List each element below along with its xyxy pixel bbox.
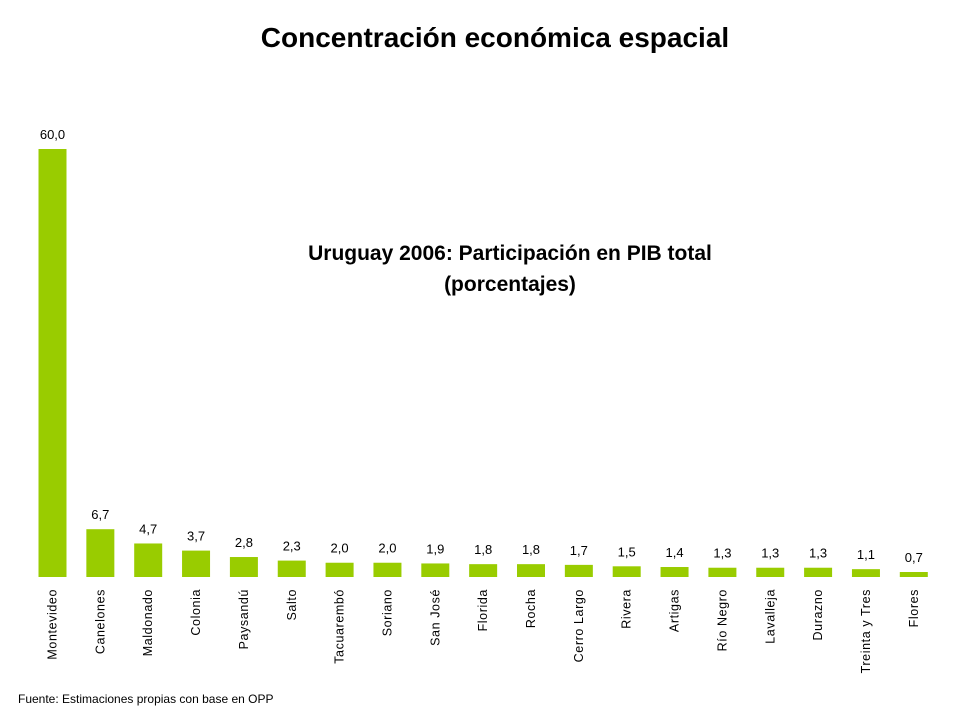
value-label-12: 1,5 — [618, 544, 636, 559]
value-label-15: 1,3 — [761, 546, 779, 561]
category-label-3: Colonia — [189, 589, 203, 636]
category-label-16: Durazno — [811, 589, 825, 640]
bar-8 — [421, 563, 450, 577]
value-label-5: 2,3 — [283, 539, 301, 554]
category-label-9: Florida — [476, 589, 490, 631]
bar-16 — [804, 567, 833, 577]
bar-5 — [277, 560, 306, 577]
category-label-11: Cerro Largo — [572, 589, 586, 662]
bar-6 — [325, 562, 354, 577]
bar-14 — [708, 567, 737, 577]
value-label-9: 1,8 — [474, 542, 492, 557]
value-label-1: 6,7 — [91, 507, 109, 522]
category-label-14: Río Negro — [715, 589, 729, 651]
bar-0 — [38, 149, 67, 577]
bar-12 — [612, 566, 641, 577]
value-label-10: 1,8 — [522, 542, 540, 557]
bar-13 — [660, 567, 689, 577]
category-label-6: Tacuarembó — [333, 589, 347, 664]
chart-title-line-1: Uruguay 2006: Participación en PIB total — [308, 242, 712, 265]
category-label-2: Maldonado — [141, 589, 155, 656]
bar-1 — [86, 529, 115, 577]
bar-3 — [182, 550, 211, 577]
slide-title: Concentración económica espacial — [260, 22, 730, 53]
value-label-8: 1,9 — [426, 541, 444, 556]
bar-2 — [134, 543, 163, 577]
bar-18 — [899, 572, 928, 577]
category-label-10: Rocha — [524, 589, 538, 628]
category-label-5: Salto — [285, 589, 299, 621]
bar-9 — [469, 564, 498, 577]
category-label-18: Flores — [907, 589, 921, 627]
chart-title: Uruguay 2006: Participación en PIB total… — [240, 238, 780, 300]
chart-title-line-2: (porcentajes) — [444, 273, 576, 296]
value-label-3: 3,7 — [187, 529, 205, 544]
value-label-11: 1,7 — [570, 543, 588, 558]
category-label-13: Artigas — [668, 589, 682, 632]
value-label-0: 60,0 — [40, 127, 65, 142]
value-label-18: 0,7 — [905, 550, 923, 565]
bar-15 — [756, 567, 785, 577]
source-note: Fuente: Estimaciones propias con base en… — [18, 692, 274, 706]
category-label-0: Montevideo — [46, 589, 60, 660]
bar-10 — [517, 564, 545, 577]
category-label-17: Treinta y Tres — [859, 589, 873, 673]
value-label-7: 2,0 — [378, 541, 396, 556]
value-label-2: 4,7 — [139, 521, 157, 536]
bar-11 — [564, 564, 593, 577]
value-label-14: 1,3 — [713, 546, 731, 561]
category-label-1: Canelones — [93, 589, 107, 654]
bar-17 — [851, 569, 880, 577]
category-label-15: Lavalleja — [763, 589, 777, 644]
category-label-8: San José — [428, 589, 442, 646]
category-label-12: Rivera — [620, 589, 634, 629]
category-label-4: Paysandú — [237, 589, 251, 649]
category-label-7: Soriano — [380, 589, 394, 636]
bar-4 — [229, 557, 258, 577]
value-label-13: 1,4 — [666, 545, 684, 560]
value-label-6: 2,0 — [331, 541, 349, 556]
value-label-16: 1,3 — [809, 546, 827, 561]
bar-7 — [373, 562, 402, 577]
value-label-17: 1,1 — [857, 547, 875, 562]
value-label-4: 2,8 — [235, 535, 253, 550]
